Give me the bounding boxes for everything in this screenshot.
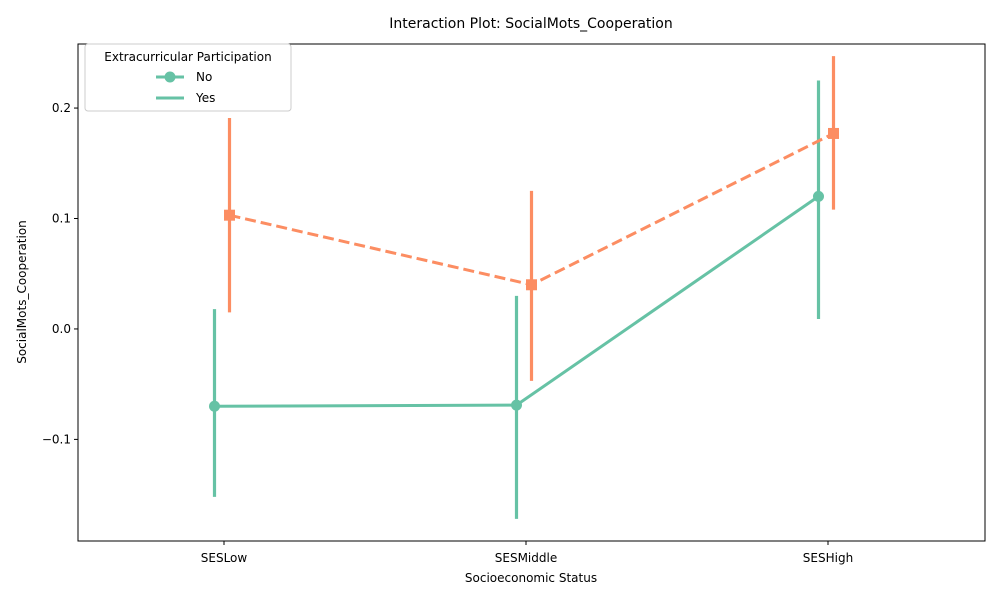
series-no	[209, 80, 824, 519]
data-point	[511, 399, 522, 411]
series-yes	[224, 56, 839, 381]
y-axis: −0.1 0.0 0.1 0.2	[42, 101, 78, 446]
data-point	[828, 127, 839, 139]
x-tick-label: SESHigh	[803, 551, 853, 565]
x-axis-label: Socioeconomic Status	[465, 571, 597, 585]
data-point	[224, 209, 235, 221]
x-tick-label: SESMiddle	[495, 551, 557, 565]
x-tick-label: SESLow	[201, 551, 248, 565]
legend-label-yes: Yes	[195, 91, 215, 105]
data-point	[209, 400, 220, 412]
y-tick-label: 0.1	[52, 212, 71, 226]
legend-label-no: No	[196, 70, 212, 84]
chart-title: Interaction Plot: SocialMots_Cooperation	[389, 16, 672, 32]
plot-frame	[77, 43, 986, 542]
legend: Extracurricular Participation No Yes	[84, 43, 292, 112]
legend-title: Extracurricular Participation	[104, 50, 271, 64]
data-point	[526, 279, 537, 291]
legend-marker-no	[164, 71, 176, 83]
legend-box	[84, 43, 292, 112]
y-axis-label: SocialMots_Cooperation	[15, 220, 29, 364]
y-tick-label: 0.2	[52, 101, 71, 115]
plot-area	[209, 56, 839, 519]
y-tick-label: 0.0	[52, 322, 71, 336]
x-axis: SESLow SESMiddle SESHigh	[201, 541, 853, 565]
y-tick-label: −0.1	[42, 432, 71, 446]
data-point	[813, 190, 824, 202]
